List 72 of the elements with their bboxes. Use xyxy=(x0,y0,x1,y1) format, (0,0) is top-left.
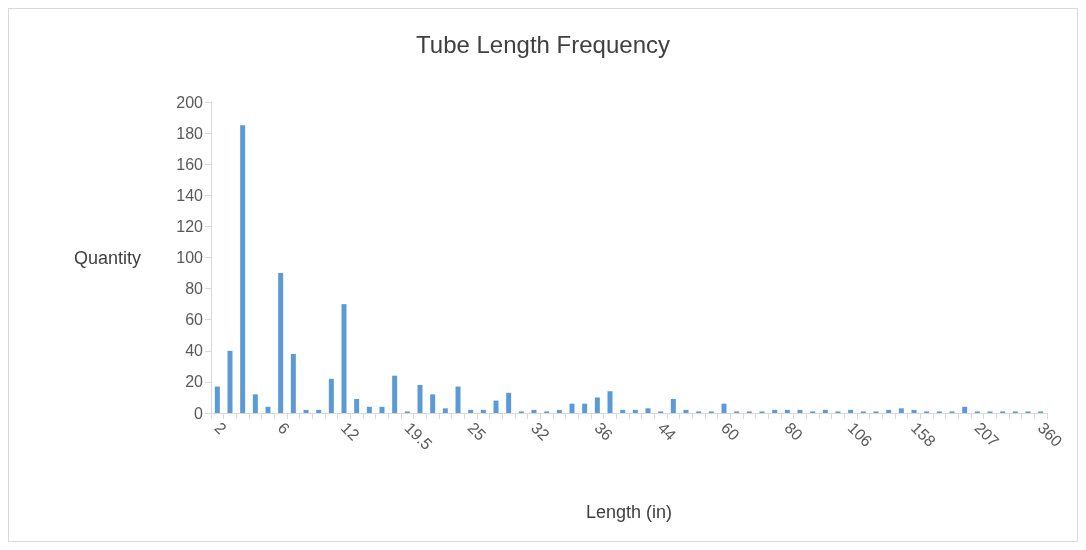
bar xyxy=(455,386,461,413)
y-tick-label: 140 xyxy=(176,186,204,204)
bar xyxy=(645,408,651,413)
bar xyxy=(303,409,309,413)
x-tick-label: 106 xyxy=(844,418,876,450)
y-tick-label: 0 xyxy=(194,404,204,422)
bar xyxy=(417,385,423,413)
bar xyxy=(683,409,689,413)
bar xyxy=(252,394,258,413)
bar xyxy=(278,273,284,413)
bar xyxy=(506,392,512,413)
bar xyxy=(721,403,727,413)
x-axis-title: Length (in) xyxy=(585,502,673,522)
x-tick-label: 32 xyxy=(527,418,553,444)
y-tick-label: 20 xyxy=(185,373,204,391)
x-tick-label: 19.5 xyxy=(401,418,436,454)
x-tick-label: 6 xyxy=(274,418,294,438)
bar xyxy=(784,409,790,413)
y-axis-title: Quantity xyxy=(73,247,141,268)
x-tick-label: 360 xyxy=(1034,418,1066,450)
bar xyxy=(556,409,562,413)
bar xyxy=(328,378,334,413)
bar xyxy=(430,394,436,413)
bar xyxy=(822,409,828,413)
bar xyxy=(911,409,917,413)
bar xyxy=(886,409,892,413)
bar xyxy=(341,304,347,413)
bar xyxy=(607,391,613,413)
y-tick-label: 60 xyxy=(185,311,204,329)
y-tick-label: 100 xyxy=(176,249,204,266)
bar xyxy=(848,409,854,413)
y-tick-label: 200 xyxy=(176,93,204,111)
y-tick-label: 40 xyxy=(185,342,204,360)
y-tick-label: 160 xyxy=(176,155,204,173)
bar xyxy=(240,125,246,413)
bar xyxy=(493,400,499,413)
bar xyxy=(632,409,638,413)
bar xyxy=(531,409,537,413)
bar xyxy=(594,397,600,413)
bar xyxy=(670,399,676,413)
x-tick-label: 36 xyxy=(591,418,616,444)
bar xyxy=(379,406,385,413)
x-tick-label: 80 xyxy=(781,418,806,444)
bar xyxy=(354,399,360,413)
bar xyxy=(366,406,372,413)
y-tick-label: 180 xyxy=(176,124,204,142)
bar xyxy=(227,350,233,413)
bar xyxy=(797,409,803,413)
bar xyxy=(214,386,220,413)
y-tick-label: 80 xyxy=(185,280,204,298)
bar xyxy=(468,409,474,413)
bar xyxy=(290,353,296,413)
x-tick-label: 12 xyxy=(337,418,363,444)
bar xyxy=(898,408,904,413)
bar xyxy=(772,409,778,413)
bar xyxy=(582,403,588,413)
bar xyxy=(265,406,271,413)
bar xyxy=(442,408,448,413)
x-tick-label: 207 xyxy=(971,418,1003,450)
bar xyxy=(316,409,322,413)
x-tick-label: 60 xyxy=(717,418,743,444)
x-tick-label: 158 xyxy=(907,418,939,450)
bar xyxy=(569,403,575,413)
bar xyxy=(962,406,968,413)
bar xyxy=(620,409,626,413)
chart-title: Tube Length Frequency xyxy=(416,30,670,58)
bar xyxy=(480,409,486,413)
x-tick-label: 2 xyxy=(211,418,230,438)
bar xyxy=(392,375,398,413)
x-tick-label: 25 xyxy=(464,418,490,444)
x-tick-label: 44 xyxy=(654,418,680,444)
y-tick-label: 120 xyxy=(176,217,204,235)
